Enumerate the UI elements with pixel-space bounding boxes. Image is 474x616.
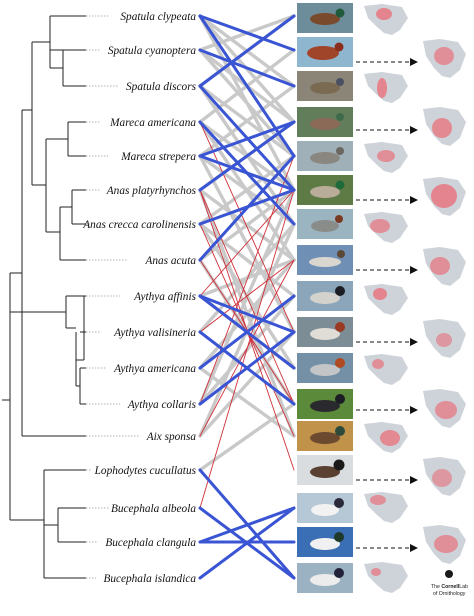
range-maps-column-2: [423, 39, 466, 564]
duck-photo-bird: [309, 257, 341, 267]
arrowhead: [410, 544, 418, 552]
arrowhead: [410, 58, 418, 66]
arrowhead: [410, 406, 418, 414]
species-label: Mareca americana: [109, 117, 196, 129]
range-map: [364, 284, 408, 315]
map-arrows: [356, 61, 412, 549]
species-label: Anas acuta: [144, 255, 196, 267]
credit-the: The: [431, 584, 441, 590]
species-label: Spatula discors: [126, 81, 197, 93]
duck-photo-bird: [307, 46, 339, 60]
duck-photos: [297, 3, 353, 593]
species-label: Bucephala islandica: [103, 573, 196, 585]
species-label: Anas platyrhynchos: [106, 185, 197, 197]
duck-photo-bird: [311, 504, 339, 516]
credit-line-1: The CornellLab: [431, 584, 468, 590]
species-label: Aythya americana: [113, 363, 196, 375]
species-label: Bucephala albeola: [111, 503, 196, 515]
species-label: Spatula cyanoptera: [108, 45, 197, 57]
arrowhead: [410, 266, 418, 274]
credit-lab: Lab: [459, 584, 468, 590]
species-label: Mareca strepera: [120, 151, 196, 163]
species-label: Aythya valisineria: [113, 327, 196, 339]
range-map: [364, 354, 408, 385]
duck-photo-head: [335, 358, 345, 368]
range-map: [423, 319, 466, 358]
bird-logo-icon: [445, 570, 453, 578]
duck-photo-head: [336, 147, 344, 155]
range-map: [364, 422, 408, 453]
duck-photo-head: [336, 78, 344, 86]
species-label: Aythya collaris: [127, 399, 197, 411]
range-map: [364, 4, 408, 35]
arrowhead: [410, 196, 418, 204]
duck-photo-bird: [310, 292, 340, 304]
arrowhead: [410, 476, 418, 484]
duck-photo-bird: [310, 328, 340, 340]
range-map: [423, 457, 466, 496]
arrowhead: [410, 126, 418, 134]
arrowhead: [410, 338, 418, 346]
duck-photo-bird: [310, 538, 340, 550]
species-label: Bucephala clangula: [105, 537, 196, 549]
tanglegram-links: [198, 14, 296, 580]
range-map: [423, 177, 466, 216]
species-label: Spatula clypeata: [120, 11, 196, 23]
range-maps-column-1: [364, 4, 408, 593]
duck-photo-head: [337, 250, 345, 258]
species-labels: Spatula clypeata Spatula cyanoptera Spat…: [82, 11, 196, 585]
cornell-lab-logo: The CornellLab of Ornithology: [431, 570, 468, 597]
duck-photo-head: [334, 498, 344, 508]
blue-links: [198, 14, 296, 580]
duck-photo-head: [335, 322, 345, 332]
duck-photo-bird: [310, 82, 340, 94]
duck-photo-head: [334, 42, 344, 52]
duck-photo-bird: [310, 400, 340, 412]
range-map: [423, 247, 466, 286]
range-map: [423, 107, 466, 146]
duck-photo-head: [335, 180, 345, 190]
duck-photo-head: [335, 286, 345, 296]
duck-photo-bird: [310, 364, 340, 376]
duck-photo-bird: [310, 466, 340, 478]
duck-photo-bird: [311, 220, 339, 232]
duck-photo-head: [335, 426, 345, 436]
range-map: [364, 212, 408, 243]
duck-photo-head: [336, 113, 344, 121]
duck-photo-bird: [310, 13, 340, 25]
species-label: Aix sponsa: [146, 431, 197, 443]
duck-photo-bird: [310, 574, 340, 586]
duck-photo-bird: [310, 186, 340, 198]
range-map: [423, 525, 466, 564]
duck-photo-head: [335, 394, 345, 404]
duck-photo-bird: [310, 118, 340, 130]
arrowheads: [410, 58, 418, 552]
duck-photo-head: [334, 568, 344, 578]
duck-photo-head: [335, 8, 345, 18]
duck-photo-head: [333, 459, 345, 471]
credit-line-2: of Ornithology: [433, 591, 466, 597]
duck-photo-bird: [310, 432, 340, 444]
range-map: [364, 492, 408, 523]
duck-photo-head: [335, 215, 343, 223]
label-leaders: [86, 15, 140, 579]
range-map: [364, 562, 408, 593]
species-label: Aythya affinis: [133, 291, 196, 303]
range-map: [423, 389, 466, 428]
species-label: Anas crecca carolinensis: [82, 219, 196, 231]
credit-cornell: Cornell: [441, 584, 459, 590]
range-map: [423, 39, 466, 78]
range-map: [364, 72, 408, 103]
range-map: [364, 142, 408, 173]
duck-photo-head: [334, 532, 344, 542]
phylogenetic-tree: [2, 15, 86, 579]
species-label: Lophodytes cucullatus: [94, 465, 197, 477]
duck-photo-bird: [310, 152, 340, 164]
